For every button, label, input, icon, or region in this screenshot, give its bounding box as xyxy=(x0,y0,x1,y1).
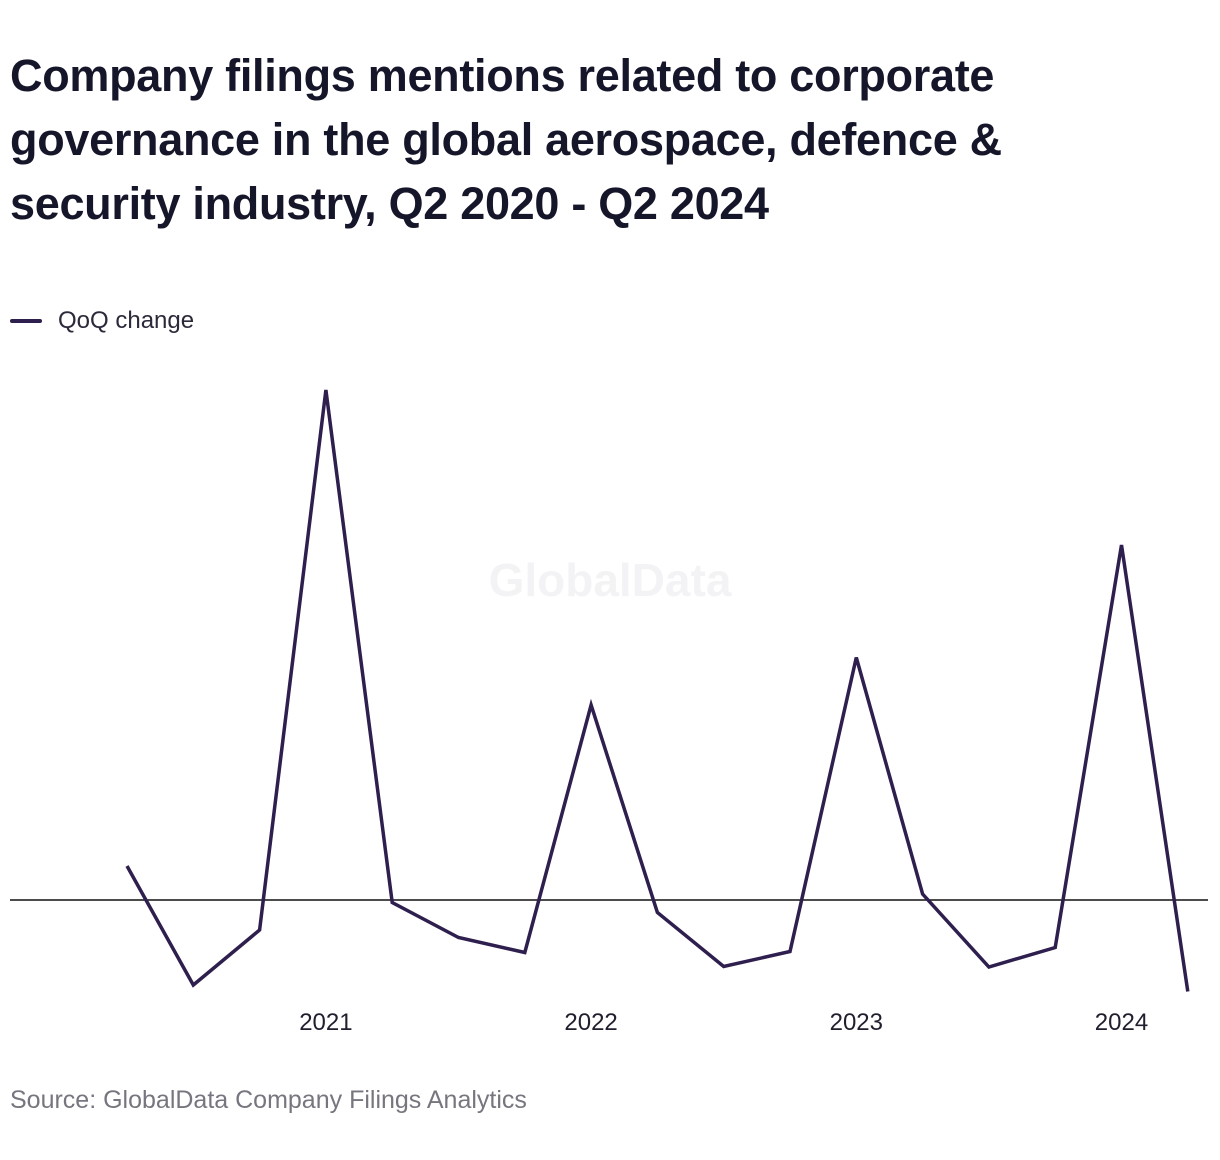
data-point xyxy=(322,386,330,394)
data-point xyxy=(587,701,595,709)
chart-title: Company filings mentions related to corp… xyxy=(10,50,1002,229)
data-point xyxy=(189,981,197,989)
data-point xyxy=(455,934,463,942)
data-point xyxy=(1184,988,1192,996)
data-point xyxy=(256,926,264,934)
data-point xyxy=(521,949,529,957)
data-point xyxy=(919,890,927,898)
data-point xyxy=(653,909,661,917)
x-tick-label: 2023 xyxy=(830,1009,883,1036)
x-tick-label: 2024 xyxy=(1095,1009,1148,1036)
watermark: GlobalData xyxy=(489,554,732,606)
source-note: Source: GlobalData Company Filings Analy… xyxy=(10,1086,527,1114)
data-point xyxy=(985,963,993,971)
x-tick-label: 2022 xyxy=(564,1009,617,1036)
legend-swatch xyxy=(10,319,42,323)
legend: QoQ change xyxy=(10,306,194,336)
data-point xyxy=(786,948,794,956)
legend-label: QoQ change xyxy=(58,307,195,334)
x-tick-label: 2021 xyxy=(299,1009,352,1036)
data-point xyxy=(123,862,131,870)
data-point xyxy=(388,899,396,907)
data-point xyxy=(1118,541,1126,549)
data-point xyxy=(1051,944,1059,952)
data-point xyxy=(720,963,728,971)
data-point xyxy=(852,654,860,662)
series-line-qoq-change xyxy=(125,389,1190,992)
